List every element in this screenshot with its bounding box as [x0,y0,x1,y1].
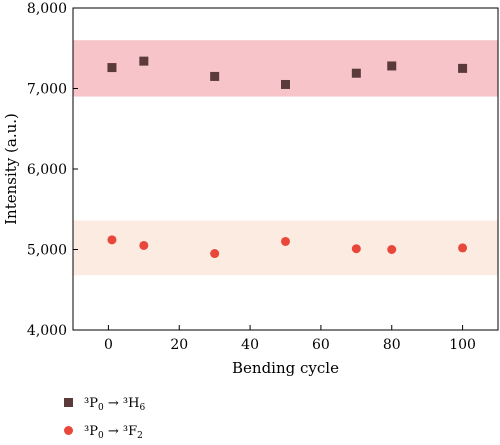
x-axis: 0 20 40 60 80 100 [104,325,476,353]
series-0-point [139,56,149,66]
y-tick-label: 8,000 [27,1,67,17]
series-0-point [351,68,361,78]
legend-subscript: 0 [98,403,104,413]
legend-level: ³P [84,424,98,439]
legend-level: ³P [84,396,98,411]
series-1-point [210,249,220,259]
legend-subscript: 0 [98,431,104,441]
band-1 [73,220,498,276]
series-1-point [351,244,361,254]
legend-level: ³H [123,396,140,411]
legend-marker-circle [64,426,73,435]
legend-label-0: ³P0 → ³H6 [84,396,145,413]
legend-level: ³F [123,424,137,439]
y-axis-title: Intensity (a.u.) [2,113,20,225]
x-tick-label: 100 [449,337,476,353]
series-0-point [387,61,397,71]
series-1-point [139,240,149,250]
legend-arrow: → [104,396,123,411]
legend-arrow: → [104,424,123,439]
y-axis: 4,000 5,000 6,000 7,000 8,000 [27,1,78,339]
series-0-point [458,63,468,73]
x-axis-title: Bending cycle [232,359,339,377]
x-tick-label: 80 [383,337,401,353]
y-tick-label: 5,000 [27,243,67,259]
highlight-bands [73,40,498,276]
series-1-point [458,243,468,253]
series-0-point [281,79,290,89]
data-points [107,56,468,259]
series-0-point [107,63,117,73]
x-tick-label: 0 [104,337,113,353]
x-tick-label: 20 [170,337,188,353]
y-tick-label: 7,000 [27,82,67,98]
x-tick-label: 40 [241,337,259,353]
legend-subscript: 2 [137,431,143,441]
series-1-point [281,236,290,246]
legend-label-1: ³P0 → ³F2 [84,424,143,441]
legend-subscript: 6 [139,403,145,413]
series-1-point [107,235,117,245]
y-tick-label: 6,000 [27,162,67,178]
series-1-point [387,245,397,254]
x-tick-label: 60 [312,337,330,353]
series-0-point [210,71,220,81]
y-tick-label: 4,000 [27,323,67,339]
legend-marker-square [64,398,73,407]
